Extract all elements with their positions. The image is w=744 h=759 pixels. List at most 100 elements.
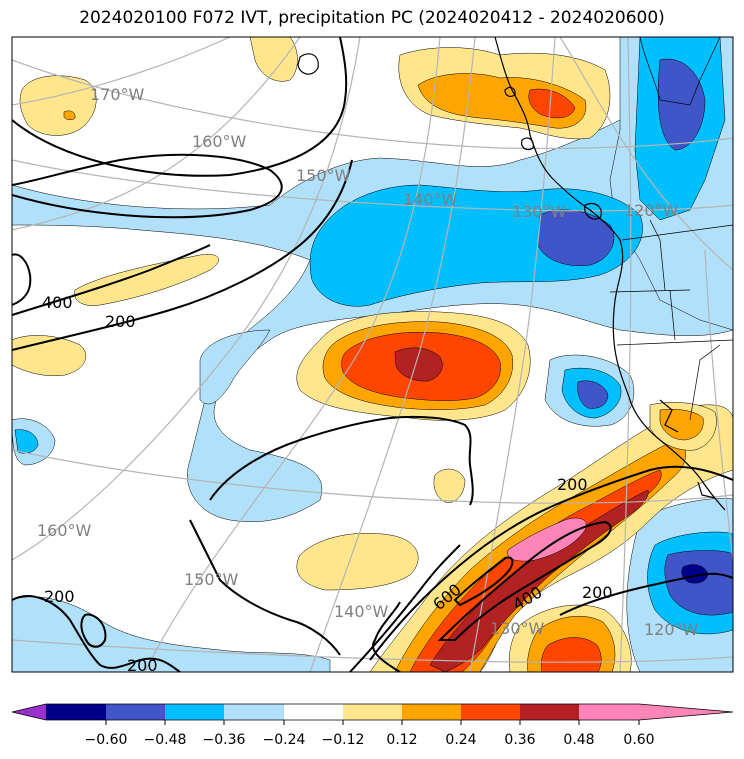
colorbar-outline — [11, 703, 734, 721]
border-line — [616, 339, 733, 346]
longitude-label: 170°W — [90, 85, 145, 104]
ivt-contour-200-jet — [369, 465, 733, 661]
colorbar-over-extension — [639, 704, 733, 720]
colorbar-segment — [402, 704, 461, 720]
ivt-contour-400-jet — [437, 520, 612, 641]
meridian-line — [619, 37, 632, 672]
interior-negative-core — [657, 58, 706, 151]
parallel-line — [12, 449, 733, 504]
longitude-labels: 170°W 160°W 150°W 140°W 130°W 120°W 160°… — [37, 85, 699, 639]
ivt-contour-200 — [12, 253, 32, 306]
colorbar-segment — [165, 704, 224, 720]
colorbar-tick-label: −0.60 — [85, 732, 128, 748]
colorbar-tick-labels: −0.60 −0.48 −0.36 −0.24 −0.12 0.12 0.24 … — [85, 732, 655, 748]
colorbar-segment — [579, 704, 639, 720]
colorbar-tick-label: 0.60 — [623, 732, 654, 748]
meridian-line — [12, 37, 231, 106]
colorbar-tick-label: 0.24 — [445, 732, 476, 748]
longitude-label: 160°W — [192, 132, 247, 151]
colorbar-tick-label: −0.48 — [144, 732, 187, 748]
ivt-contour-400 — [12, 244, 211, 316]
ivt-contour-label: 200 — [105, 312, 136, 331]
southeast-negative-max — [681, 564, 709, 584]
border-line — [649, 219, 666, 291]
ivt-contour-200-trough — [209, 415, 474, 506]
meridian-line — [469, 37, 556, 672]
parallel-line — [12, 59, 733, 150]
ivt-contour-200 — [12, 159, 353, 351]
island-coastline — [297, 53, 319, 75]
meridian-line — [144, 37, 441, 672]
west-negative-core — [14, 429, 39, 454]
meridian-line — [309, 37, 476, 672]
island-coastline — [504, 86, 516, 97]
ivt-contour-200-trough — [189, 519, 341, 656]
coastline-inlet — [697, 481, 716, 499]
island-coastline — [521, 137, 534, 151]
central-negative-ring — [199, 329, 271, 405]
border-line — [621, 224, 733, 241]
ivt-contour-label: 200 — [127, 656, 158, 675]
meridian-line — [12, 37, 301, 231]
ivt-contour-200 — [372, 601, 401, 672]
island-coastline — [584, 202, 602, 220]
border-line — [689, 344, 721, 421]
longitude-label: 130°W — [490, 619, 545, 638]
colorbar: −0.60 −0.48 −0.36 −0.24 −0.12 0.12 0.24 … — [11, 703, 734, 748]
longitude-label: 150°W — [184, 570, 239, 589]
colorbar-tick-label: −0.12 — [322, 732, 365, 748]
longitude-label: 140°W — [334, 602, 389, 621]
colorbar-segment — [343, 704, 402, 720]
ivt-contour-label: 200 — [44, 587, 75, 606]
meridian-line — [12, 37, 361, 561]
longitude-label: 140°W — [403, 190, 458, 209]
northwest-positive-spot — [63, 110, 76, 121]
graticule — [12, 37, 733, 672]
colorbar-segment — [461, 704, 520, 720]
alaska-coastline — [494, 37, 726, 511]
meridian-line — [704, 249, 733, 561]
border-line — [609, 289, 691, 293]
map-frame — [11, 36, 734, 673]
ivt-contour-600-jet — [453, 556, 514, 607]
north-positive-patch — [249, 37, 298, 82]
colorbar-under-extension — [12, 704, 46, 720]
ivt-contour-label: 200 — [582, 583, 613, 602]
border-line — [639, 37, 721, 106]
political-borders — [609, 37, 733, 421]
colorbar-tick-label: −0.24 — [263, 732, 306, 748]
colorbar-tick-label: 0.48 — [563, 732, 594, 748]
colorbar-segment — [284, 704, 343, 720]
colorbar-tick-label: 0.36 — [504, 732, 535, 748]
colorbar-segment — [224, 704, 284, 720]
california-negative-core — [577, 380, 609, 409]
colorbar-tick-label: 0.12 — [386, 732, 417, 748]
ivt-contour-200-south — [559, 572, 733, 616]
parallel-line — [559, 37, 733, 271]
ivt-contour-label: 200 — [557, 475, 588, 494]
colorbar-segment — [46, 704, 106, 720]
border-line — [669, 289, 676, 341]
map-panel: 170°W 160°W 150°W 140°W 130°W 120°W 160°… — [12, 37, 733, 675]
colorbar-ticks — [105, 720, 640, 725]
longitude-label: 160°W — [37, 521, 92, 540]
ivt-contour-label: 400 — [42, 293, 73, 312]
ivt-contour-200 — [349, 544, 461, 672]
figure-title: 2024020100 F072 IVT, precipitation PC (2… — [79, 8, 665, 28]
colorbar-segment — [520, 704, 579, 720]
longitude-label: 150°W — [296, 166, 351, 185]
longitude-label: 130°W — [512, 202, 567, 221]
colorbar-tick-label: −0.36 — [203, 732, 246, 748]
atmospheric-river-extreme — [507, 517, 587, 562]
east-positive-patch — [433, 468, 466, 503]
ivt-contour-400 — [12, 153, 283, 219]
south-positive-strong — [541, 637, 602, 672]
parallel-line — [12, 639, 733, 663]
coastlines — [297, 37, 726, 511]
colorbar-segment — [106, 704, 165, 720]
ivt-contour-200-loop — [12, 595, 181, 672]
longitude-label: 120°W — [624, 201, 679, 220]
coastline-inlet — [659, 399, 679, 433]
alaska-panhandle-positive-core — [528, 88, 576, 119]
